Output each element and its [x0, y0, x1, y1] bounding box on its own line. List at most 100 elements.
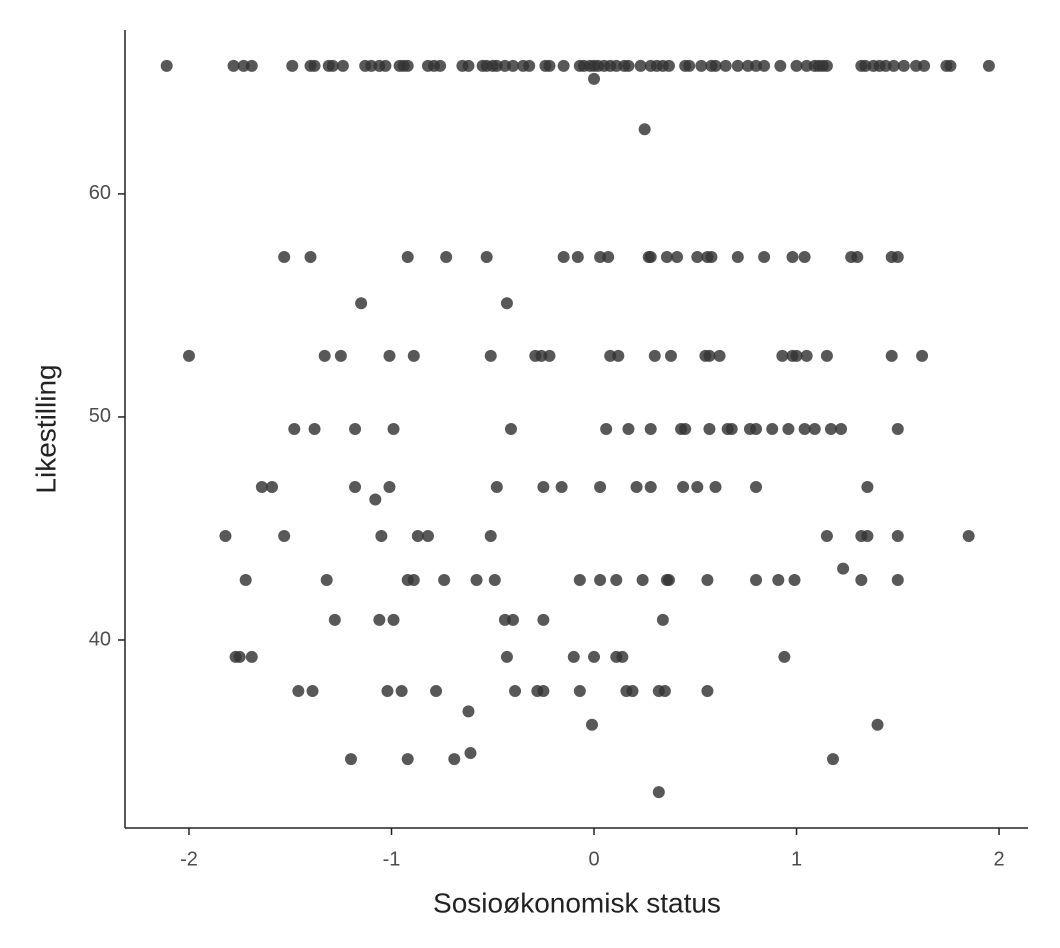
point [891, 573, 904, 586]
point [594, 480, 607, 493]
point [662, 573, 675, 586]
point [308, 423, 321, 435]
point [861, 530, 874, 543]
point [600, 423, 613, 435]
point [500, 650, 513, 663]
point [709, 480, 722, 493]
point [750, 423, 763, 435]
point [622, 59, 635, 72]
point [383, 480, 396, 493]
point [758, 59, 771, 72]
point [395, 685, 408, 698]
point [671, 251, 684, 264]
point [891, 251, 904, 264]
point [245, 59, 258, 72]
point [480, 251, 493, 264]
point [820, 59, 833, 72]
point [758, 251, 771, 264]
point [585, 718, 598, 731]
point [837, 562, 850, 575]
point [766, 423, 779, 435]
point [500, 297, 513, 310]
point [658, 685, 671, 698]
point [407, 573, 420, 586]
point [656, 613, 669, 626]
point [891, 423, 904, 435]
point [701, 573, 714, 586]
point [808, 423, 821, 435]
point [750, 573, 763, 586]
point [160, 59, 173, 72]
point [401, 753, 414, 766]
point [381, 685, 394, 698]
point [387, 423, 400, 435]
point [703, 349, 716, 362]
y-axis-title: Likestilling [30, 364, 61, 493]
point [644, 251, 657, 264]
y-tick-label: 40 [89, 628, 111, 650]
point [464, 747, 477, 760]
point [304, 251, 317, 264]
point [407, 349, 420, 362]
point [507, 613, 520, 626]
point [786, 251, 799, 264]
point [638, 123, 651, 136]
point [897, 59, 910, 72]
point [537, 685, 550, 698]
point [695, 59, 708, 72]
point [484, 530, 497, 543]
point [861, 480, 874, 493]
point [626, 685, 639, 698]
point [239, 573, 252, 586]
point [887, 59, 900, 72]
point [788, 573, 801, 586]
point [421, 530, 434, 543]
point [504, 423, 517, 435]
point [602, 251, 615, 264]
point [523, 59, 536, 72]
point [373, 613, 386, 626]
point [266, 480, 279, 493]
point [630, 480, 643, 493]
point [719, 59, 732, 72]
point [349, 423, 362, 435]
point [245, 650, 258, 663]
point [750, 480, 763, 493]
point [851, 251, 864, 264]
point [462, 705, 475, 718]
point [233, 650, 246, 663]
point [430, 685, 443, 698]
point [326, 59, 339, 72]
point [288, 423, 301, 435]
point [448, 753, 461, 766]
point [387, 613, 400, 626]
point [369, 493, 382, 506]
point [537, 613, 550, 626]
point [774, 59, 787, 72]
point [306, 685, 319, 698]
point [683, 59, 696, 72]
point [662, 59, 675, 72]
point [660, 251, 673, 264]
point [286, 59, 299, 72]
point [490, 480, 503, 493]
point [438, 573, 451, 586]
point [401, 251, 414, 264]
point [782, 423, 795, 435]
point [411, 530, 424, 543]
point [543, 59, 556, 72]
point [383, 349, 396, 362]
point [401, 59, 414, 72]
point [731, 59, 744, 72]
point [610, 573, 623, 586]
point [982, 59, 995, 72]
point [345, 753, 358, 766]
point [824, 423, 837, 435]
point [567, 650, 580, 663]
point [944, 59, 957, 72]
point [543, 349, 556, 362]
point [219, 530, 232, 543]
y-tick-label: 50 [89, 405, 111, 427]
point [798, 251, 811, 264]
